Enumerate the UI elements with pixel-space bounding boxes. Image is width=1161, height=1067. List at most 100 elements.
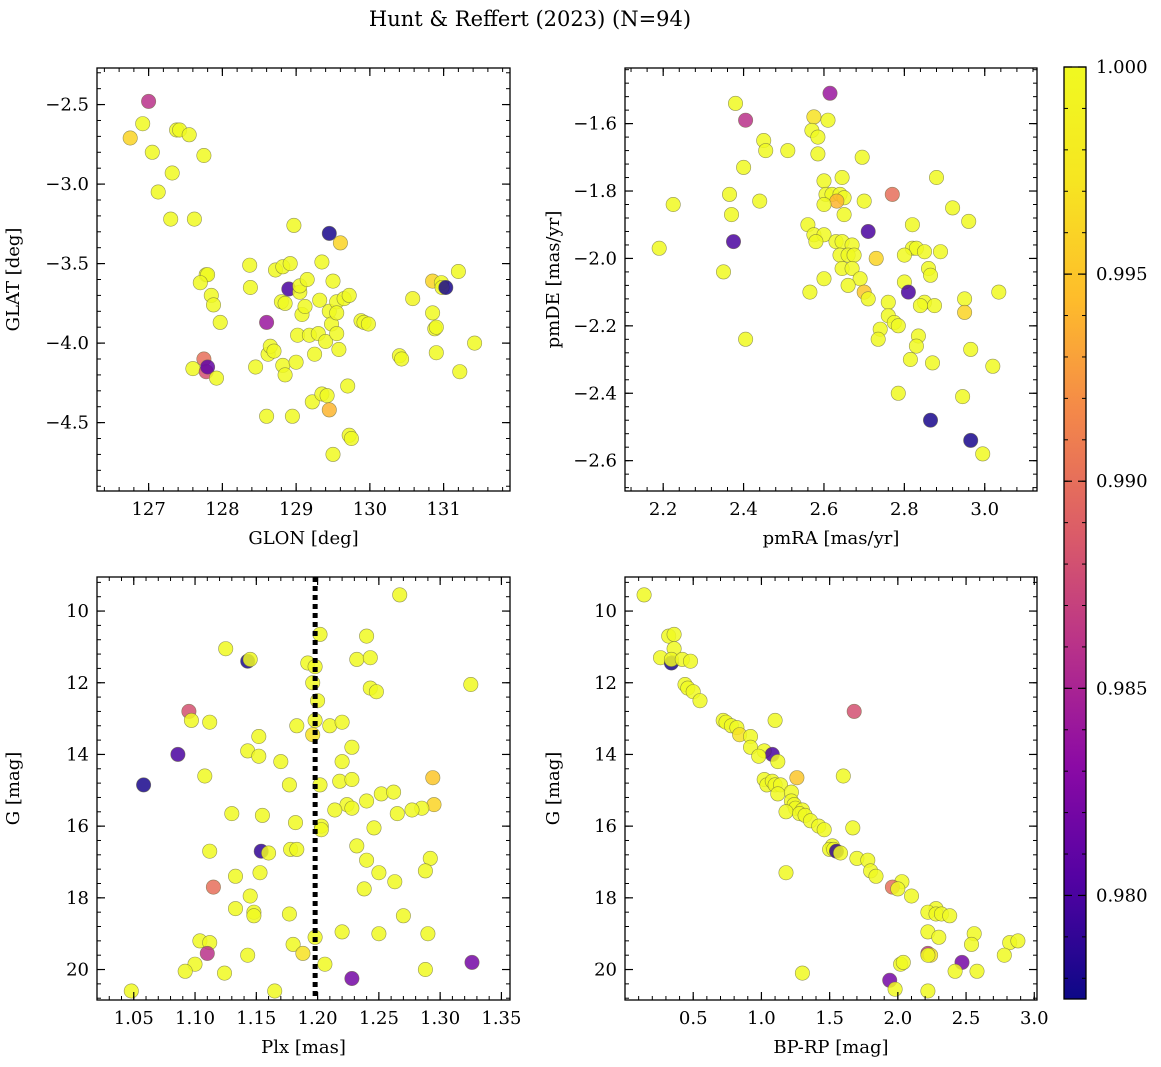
- data-point: [395, 908, 411, 924]
- data-point: [816, 271, 832, 287]
- data-point: [963, 341, 979, 357]
- data-point: [344, 771, 360, 787]
- data-point: [240, 947, 256, 963]
- data-point: [273, 754, 289, 770]
- data-point: [177, 963, 193, 979]
- data-point: [840, 277, 856, 293]
- y-tick-label: 18: [66, 888, 89, 909]
- data-point: [331, 341, 347, 357]
- y-tick-label: −2.4: [573, 383, 617, 404]
- data-point: [349, 651, 365, 667]
- data-point: [955, 389, 971, 405]
- data-point: [868, 250, 884, 266]
- data-point: [991, 284, 1007, 300]
- data-point: [428, 345, 444, 361]
- data-point: [947, 963, 963, 979]
- x-tick-label: 1.25: [359, 1008, 399, 1029]
- data-point: [307, 346, 323, 362]
- data-point: [164, 165, 180, 181]
- data-point: [254, 807, 270, 823]
- data-point: [844, 260, 860, 276]
- y-axis-label: G [mag]: [3, 752, 24, 825]
- data-point: [916, 244, 932, 260]
- data-point: [428, 319, 444, 335]
- data-point: [349, 838, 365, 854]
- data-point: [880, 294, 896, 310]
- colorbar-tick-label: 0.985: [1096, 678, 1148, 699]
- data-point: [417, 961, 433, 977]
- data-point: [329, 305, 345, 321]
- data-point: [810, 146, 826, 162]
- data-point: [284, 408, 300, 424]
- data-point: [666, 626, 682, 642]
- data-point: [758, 143, 774, 159]
- data-point: [327, 802, 343, 818]
- data-point: [931, 929, 947, 945]
- data-point: [185, 361, 201, 377]
- data-point: [767, 712, 783, 728]
- data-point: [727, 95, 743, 111]
- data-point: [251, 748, 267, 764]
- data-point: [928, 170, 944, 186]
- data-point: [212, 314, 228, 330]
- data-point: [325, 446, 341, 462]
- data-point: [136, 777, 152, 793]
- data-point: [835, 768, 851, 784]
- y-tick-label: 18: [594, 888, 617, 909]
- data-point: [209, 370, 225, 386]
- data-point: [890, 385, 906, 401]
- x-tick-label: 2.0: [884, 1008, 913, 1029]
- y-tick-label: −2.5: [45, 95, 89, 116]
- x-tick-label: 1.35: [481, 1008, 521, 1029]
- data-point: [794, 965, 810, 981]
- data-point: [297, 298, 313, 314]
- data-point: [362, 650, 378, 666]
- data-point: [141, 93, 157, 109]
- data-point: [467, 335, 483, 351]
- data-point: [405, 291, 421, 307]
- data-point: [135, 116, 151, 132]
- data-point: [738, 112, 754, 128]
- data-point: [884, 186, 900, 202]
- data-point: [248, 359, 264, 375]
- y-tick-label: −4.0: [45, 333, 89, 354]
- data-point: [228, 868, 244, 884]
- data-point: [197, 768, 213, 784]
- data-point: [738, 331, 754, 347]
- data-point: [163, 211, 179, 227]
- data-point: [281, 777, 297, 793]
- x-tick-label: 2.4: [729, 499, 758, 520]
- data-point: [224, 806, 240, 822]
- x-axis-label: Plx [mas]: [261, 1037, 346, 1058]
- data-point: [242, 651, 258, 667]
- subplot-2: 2.2 2.4 2.6 2.8 3.0 −1.6 −1.8 −2.0 −2.2 −2.4 −2.6 p…: [543, 67, 1038, 549]
- data-point: [259, 314, 275, 330]
- data-point: [218, 641, 234, 657]
- y-tick-label: 20: [594, 960, 617, 981]
- data-point: [246, 908, 262, 924]
- y-tick-label: 20: [66, 960, 89, 981]
- data-point: [321, 402, 337, 418]
- data-point: [464, 954, 480, 970]
- data-point: [822, 85, 838, 101]
- y-axis-label: GLAT [deg]: [3, 228, 24, 332]
- data-point: [816, 173, 832, 189]
- data-point: [870, 331, 886, 347]
- data-point: [199, 945, 215, 961]
- data-point: [651, 240, 667, 256]
- data-point: [887, 981, 903, 997]
- x-tick-label: 2.2: [649, 499, 678, 520]
- data-point: [192, 275, 208, 291]
- data-point: [922, 412, 938, 428]
- data-point: [778, 865, 794, 881]
- colorbar-frame: [1063, 66, 1087, 1000]
- x-axis-label: GLON [deg]: [248, 528, 358, 549]
- subplot-1: 127 128 129 130 131 −2.5 −3.0 −3.5 −4.0 −4.5 GLON …: [3, 67, 511, 549]
- y-tick-label: 10: [66, 601, 89, 622]
- data-point: [854, 149, 870, 165]
- data-point: [725, 234, 741, 250]
- data-point: [665, 197, 681, 213]
- data-point: [242, 888, 258, 904]
- data-point: [252, 865, 268, 881]
